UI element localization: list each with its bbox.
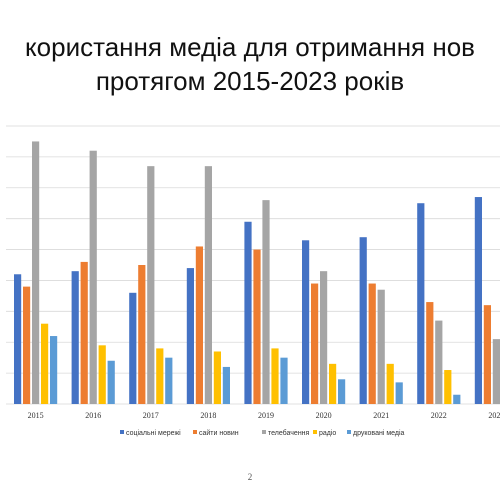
bar-2023-series-3	[492, 339, 500, 404]
bar-2017-series-2	[138, 265, 146, 404]
bar-2021-series-5	[395, 382, 403, 404]
chart-title: користання медіа для отримання нов протя…	[0, 30, 500, 98]
bar-2022-series-1	[417, 203, 425, 404]
x-axis-ticks: 2015 2016 2017 2018 2019 2020 2021 2022 2023	[28, 411, 500, 420]
legend-swatch	[193, 430, 197, 434]
bar-2016-series-5	[107, 360, 115, 404]
legend-swatch	[347, 430, 351, 434]
bar-2020-series-3	[320, 271, 328, 404]
bar-2020-series-5	[338, 379, 346, 404]
chart-title-line-1: користання медіа для отримання нов	[24, 32, 475, 62]
bar-2016-series-3	[89, 150, 97, 404]
bar-2017-series-1	[129, 292, 137, 404]
bar-2022-series-5	[453, 394, 461, 404]
bar-2022-series-4	[444, 370, 452, 404]
bar-2017-series-3	[147, 166, 155, 404]
bar-2020-series-1	[302, 240, 310, 404]
bar-2018-series-2	[195, 246, 203, 404]
bar-2022-series-2	[426, 302, 434, 404]
bar-2021-series-2	[368, 283, 376, 404]
bar-2018-series-3	[204, 166, 212, 404]
bar-2021-series-1	[359, 237, 367, 404]
x-tick-label: 2019	[258, 411, 274, 420]
bar-2017-series-4	[156, 348, 164, 404]
bar-2015-series-5	[50, 336, 58, 404]
gridlines	[6, 125, 500, 405]
x-tick-label: 2022	[431, 411, 447, 420]
legend-swatch	[120, 430, 124, 434]
bar-2015-series-4	[41, 323, 49, 404]
bars	[14, 141, 500, 404]
page-number: 2	[247, 472, 253, 482]
bar-2019-series-4	[271, 348, 279, 404]
bar-2019-series-1	[244, 221, 252, 404]
legend-label: соціальні мережі	[126, 429, 181, 437]
x-tick-label: 2020	[316, 411, 332, 420]
bar-2016-series-4	[98, 345, 106, 404]
bar-2021-series-3	[377, 289, 385, 404]
bar-2019-series-5	[280, 357, 288, 404]
legend: соціальні мережі сайти новин телебачення ра…	[120, 429, 405, 437]
x-tick-label: 2017	[143, 411, 159, 420]
chart-title-line-2: протягом 2015-2023 років	[95, 66, 405, 96]
x-tick-label: 2018	[200, 411, 216, 420]
bar-2018-series-1	[186, 268, 194, 404]
legend-label: друковані медіа	[353, 429, 405, 437]
bar-2016-series-2	[80, 261, 88, 404]
bar-2018-series-5	[222, 366, 230, 404]
x-tick-label: 2016	[85, 411, 101, 420]
bar-2023-series-1	[474, 197, 482, 404]
bar-2020-series-2	[311, 283, 319, 404]
legend-swatch	[313, 430, 317, 434]
bar-2020-series-4	[329, 363, 337, 404]
bar-2022-series-3	[435, 320, 443, 404]
legend-label: сайти новин	[199, 429, 239, 437]
bar-2015-series-2	[23, 286, 31, 404]
bar-2019-series-3	[262, 200, 270, 404]
bar-2015-series-1	[14, 274, 22, 404]
bar-2018-series-4	[213, 351, 221, 404]
legend-label: телебачення	[268, 429, 310, 437]
x-tick-label: 2023	[488, 411, 500, 420]
bar-2016-series-1	[71, 271, 79, 404]
bar-2017-series-5	[165, 357, 173, 404]
bar-2019-series-2	[253, 249, 261, 404]
legend-swatch	[262, 430, 266, 434]
x-tick-label: 2021	[373, 411, 389, 420]
bar-chart: 2015 2016 2017 2018 2019 2020 2021 2022 2023 соці…	[6, 125, 500, 437]
legend-label: радіо	[319, 429, 336, 437]
x-tick-label: 2015	[28, 411, 44, 420]
bar-2023-series-2	[483, 305, 491, 404]
bar-2021-series-4	[386, 363, 394, 404]
bar-2015-series-3	[32, 141, 40, 404]
